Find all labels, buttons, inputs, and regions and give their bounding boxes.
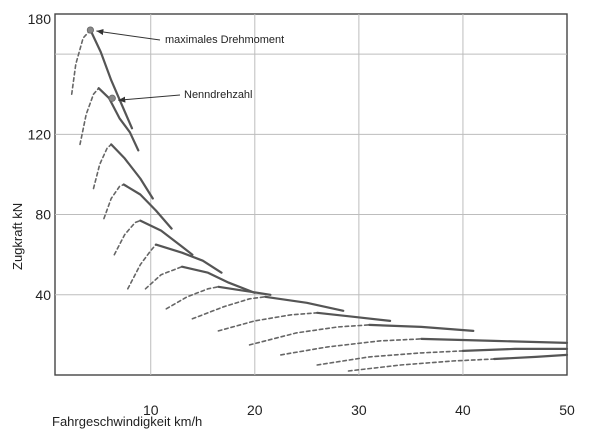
curve-8-dashed xyxy=(114,221,140,255)
curve-1-solid xyxy=(90,30,132,128)
x-tick-label-40: 40 xyxy=(455,402,471,418)
curve-6-dashed xyxy=(104,185,124,219)
y-tick-label-120: 120 xyxy=(28,126,52,142)
curve-0-dashed xyxy=(72,30,91,94)
plot-frame xyxy=(55,14,567,375)
curve-9-solid xyxy=(140,221,192,255)
curve-14-dashed xyxy=(166,287,218,309)
curves xyxy=(72,30,567,371)
annotation-arrow-1 xyxy=(118,95,180,100)
curve-17-solid xyxy=(265,297,343,311)
curve-26-dashed xyxy=(349,359,495,371)
annotation-label-0: maximales Drehmoment xyxy=(165,34,284,46)
curve-19-solid xyxy=(317,313,390,321)
curve-2-dashed xyxy=(80,88,99,144)
x-tick-label-50: 50 xyxy=(559,402,575,418)
curve-18-dashed xyxy=(218,313,317,331)
curve-16-dashed xyxy=(192,297,265,319)
y-tick-label-80: 80 xyxy=(35,207,51,223)
curve-21-solid xyxy=(369,325,473,331)
grid xyxy=(55,14,567,375)
curve-4-dashed xyxy=(94,144,112,188)
annotation-marker-0 xyxy=(87,27,93,33)
annotation-marker-1 xyxy=(109,95,115,101)
curve-22-dashed xyxy=(281,339,422,355)
curve-20-dashed xyxy=(250,325,370,345)
curve-25-solid xyxy=(463,349,567,351)
curve-27-solid xyxy=(494,355,567,359)
y-tick-label-180: 180 xyxy=(28,11,52,27)
y-axis-label: Zugkraft kN xyxy=(10,203,25,270)
x-tick-label-20: 20 xyxy=(247,402,263,418)
annotation-label-1: Nenndrehzahl xyxy=(184,89,253,101)
x-tick-label-30: 30 xyxy=(351,402,367,418)
curve-24-dashed xyxy=(317,351,463,365)
curve-23-solid xyxy=(421,339,567,343)
x-axis-label: Fahrgeschwindigkeit km/h xyxy=(52,414,202,429)
y-tick-label-40: 40 xyxy=(35,287,51,303)
